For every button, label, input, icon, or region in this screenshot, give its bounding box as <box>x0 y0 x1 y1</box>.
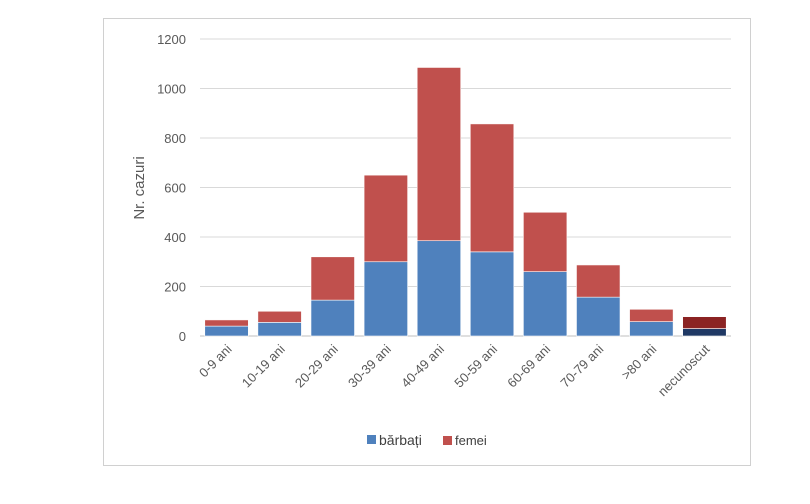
x-tick-label: 60-69 ani <box>504 341 553 390</box>
bar-femei-1 <box>257 310 302 323</box>
bar-femei-6 <box>523 211 568 272</box>
y-tick-label: 1000 <box>157 82 186 97</box>
bar-barbati-2 <box>310 299 355 337</box>
bar-barbati-1 <box>257 322 302 337</box>
y-tick-label: 0 <box>179 329 186 344</box>
legend-label-femei: femei <box>455 433 487 448</box>
bar-barbati-0 <box>204 325 249 337</box>
legend-swatch-barbati <box>367 435 376 444</box>
bar-barbati-8 <box>629 321 674 337</box>
chart-frame <box>103 18 751 466</box>
x-tick-label: 50-59 ani <box>451 341 500 390</box>
bar-femei-7 <box>576 264 621 298</box>
x-tick-label: 70-79 ani <box>557 341 606 390</box>
x-tick-label: 10-19 ani <box>239 341 288 390</box>
y-tick-label: 200 <box>164 280 186 295</box>
legend: bărbați femei <box>367 432 487 448</box>
legend-label-barbati: bărbați <box>379 432 422 448</box>
y-tick-label: 1200 <box>157 32 186 47</box>
y-tick-label: 800 <box>164 131 186 146</box>
bar-barbati-3 <box>363 261 408 337</box>
x-tick-labels: 0-9 ani 10-19 ani 20-29 ani 30-39 ani 40-49 … <box>196 341 713 399</box>
x-tick-label: 20-29 ani <box>292 341 341 390</box>
x-tick-label: 0-9 ani <box>196 341 235 380</box>
bar-femei-8 <box>629 308 674 322</box>
bar-femei-4 <box>416 67 462 242</box>
x-tick-label: 40-49 ani <box>398 341 447 390</box>
bar-barbati-5 <box>469 251 515 337</box>
bar-barbati-7 <box>576 296 621 337</box>
bar-femei-9 <box>682 316 727 329</box>
y-axis-title: Nr. cazuri <box>131 156 148 219</box>
x-tick-label: >80 ani <box>618 341 659 382</box>
bar-femei-5 <box>469 123 515 253</box>
y-tick-label: 400 <box>164 230 186 245</box>
legend-swatch-femei <box>443 436 452 445</box>
bars <box>204 67 727 337</box>
gridlines <box>200 38 731 337</box>
bar-femei-2 <box>310 256 355 301</box>
x-tick-label: 30-39 ani <box>345 341 394 390</box>
bar-barbati-4 <box>416 240 462 337</box>
bar-femei-0 <box>204 319 249 327</box>
x-tick-label: necunoscut <box>655 341 713 399</box>
bar-barbati-9 <box>682 328 727 337</box>
y-tick-labels: 0 200 400 600 800 1000 1200 <box>157 32 186 344</box>
y-tick-label: 600 <box>164 181 186 196</box>
bar-barbati-6 <box>523 271 568 337</box>
bar-femei-3 <box>363 174 408 263</box>
